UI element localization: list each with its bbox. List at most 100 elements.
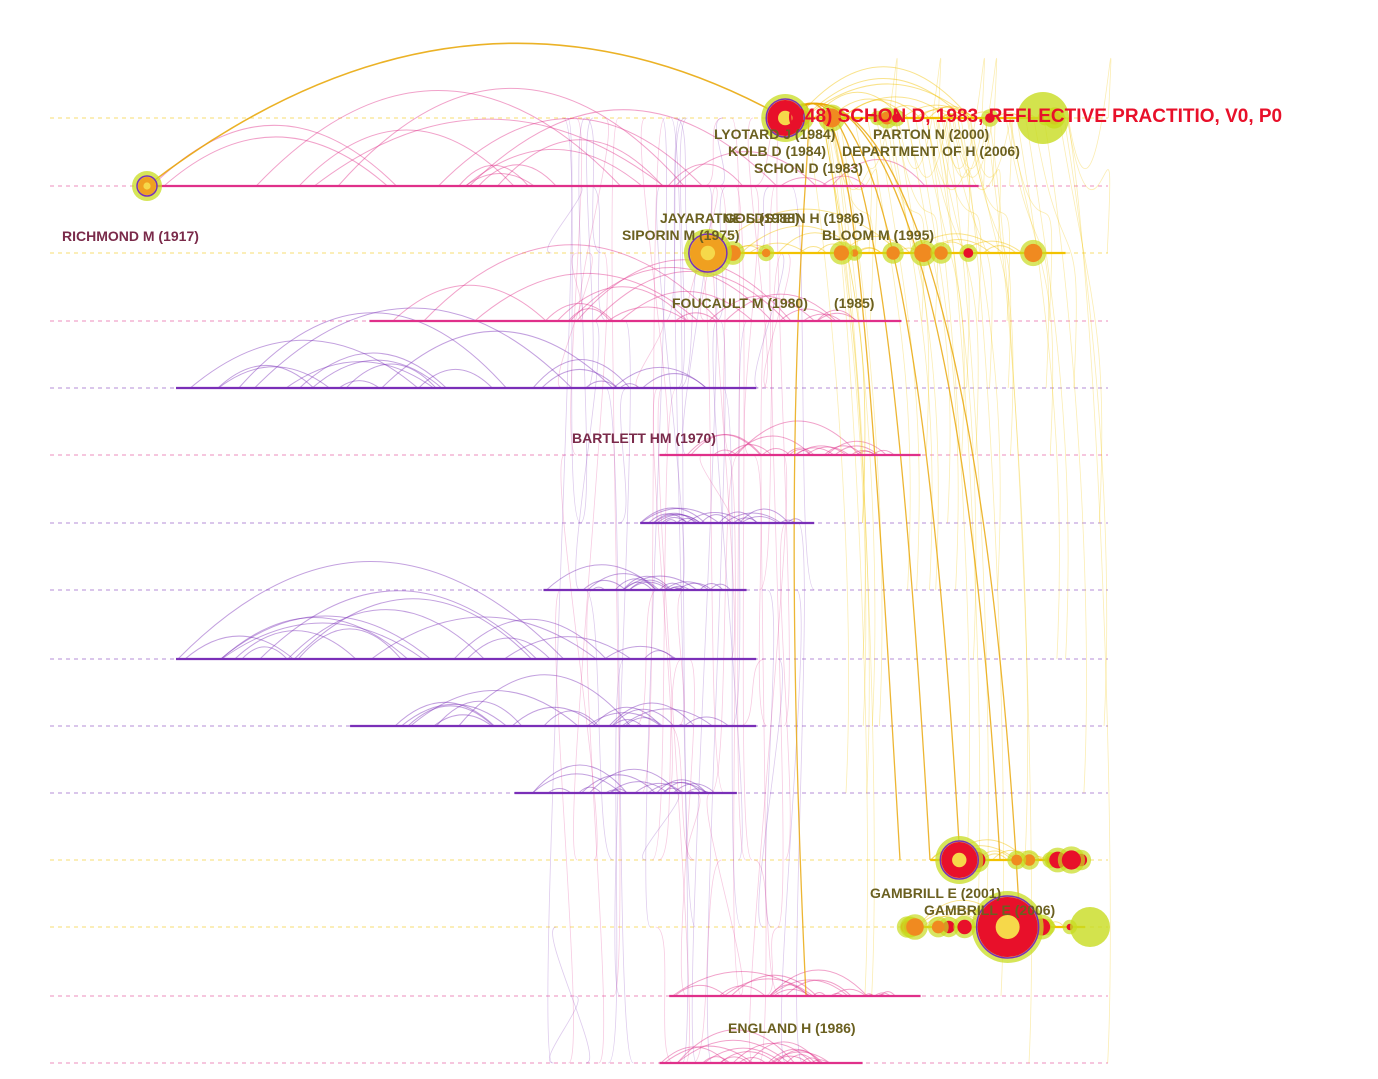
intra-arc [770, 1051, 831, 1064]
inter-link [635, 320, 664, 389]
label-gambrill-e[interactable]: GAMBRILL E (2001) [870, 885, 1001, 901]
node-core [1023, 854, 1036, 866]
intra-arc [710, 208, 901, 254]
intra-arc [719, 1056, 749, 1064]
main-arc [146, 42, 786, 187]
intra-arc [801, 1057, 821, 1064]
inter-link [906, 116, 950, 187]
label-lyotard[interactable]: LYOTARD J (1984) [714, 126, 835, 142]
inter-link [765, 589, 775, 928]
intra-arc [259, 590, 537, 660]
intra-arc [787, 518, 804, 524]
inter-link [1043, 117, 1087, 794]
inter-link [706, 792, 744, 997]
intra-arc [255, 90, 621, 187]
intra-arc [619, 383, 640, 389]
inter-link [984, 117, 1029, 861]
intra-arc [474, 273, 699, 322]
inter-link [607, 658, 625, 1064]
node-core [1024, 243, 1043, 263]
intra-arc [831, 159, 926, 187]
intra-arc [719, 1051, 777, 1064]
inter-link [790, 185, 816, 591]
inter-link [1033, 117, 1077, 389]
inter-link [686, 792, 701, 861]
inter-link [1016, 117, 1060, 660]
label-schon-1985[interactable]: (1985) [834, 295, 874, 311]
inter-link [1058, 117, 1103, 524]
intra-arc [392, 284, 547, 322]
key-node-center-4 [995, 915, 1020, 939]
label-richmond[interactable]: RICHMOND M (1917) [62, 228, 199, 244]
intra-arc [733, 435, 812, 456]
label-department[interactable]: DEPARTMENT OF H (2006) [842, 143, 1020, 159]
intra-arc [713, 449, 737, 456]
label-goldstein[interactable]: GOLDSTEIN H (1986) [724, 210, 864, 226]
label-siporin[interactable]: SIPORIN M (1975) [622, 227, 739, 243]
label-bartlett[interactable]: BARTLETT HM (1970) [572, 430, 716, 446]
intra-arc [394, 701, 495, 727]
intra-arc [287, 609, 485, 660]
intra-arc [659, 582, 686, 591]
intra-arc [607, 306, 688, 322]
inter-link [780, 522, 791, 861]
intra-arc [623, 581, 653, 591]
inter-link [573, 252, 608, 861]
intra-arc [816, 312, 858, 322]
intra-arc [639, 507, 706, 524]
label-jayaratne[interactable]: JAYARATNE S (1988) [660, 210, 800, 226]
intra-arc [628, 579, 671, 591]
intra-arc [478, 164, 557, 187]
intra-arc [556, 286, 688, 322]
intra-arc [668, 585, 691, 591]
label-england[interactable]: ENGLAND H (1986) [728, 1020, 856, 1036]
inter-link [1025, 117, 1069, 660]
intra-arc [647, 782, 708, 794]
node-core [833, 245, 850, 261]
inter-link [749, 454, 788, 1064]
intra-arc [802, 313, 842, 322]
intra-arc [465, 173, 535, 187]
label-parton[interactable]: PARTON N (2000) [873, 126, 989, 142]
label-schon[interactable]: SCHON D (1983) [754, 160, 863, 176]
inter-link [921, 117, 965, 456]
intra-arc [541, 368, 618, 389]
intra-arc [674, 151, 817, 187]
intra-arc [656, 514, 701, 524]
inter-link [1066, 117, 1111, 254]
intra-arc [469, 109, 778, 187]
intra-arc [901, 104, 971, 119]
inter-link [926, 117, 971, 861]
intra-arc [785, 447, 815, 456]
intra-arc [676, 517, 698, 524]
intra-arc [739, 508, 789, 524]
intra-arc [761, 448, 791, 456]
label-gambrill-2006[interactable]: GAMBRILL E (2006) [924, 902, 1055, 918]
intra-arc [832, 988, 867, 997]
inter-link [831, 117, 875, 997]
inter-link [575, 320, 600, 591]
intra-arc [662, 787, 682, 794]
label-bloom[interactable]: BLOOM M (1995) [822, 227, 934, 243]
label-schon-1983-highlight[interactable]: (248) SCHON D, 1983, REFLECTIVE PRACTITI… [788, 106, 1282, 127]
label-foucault[interactable]: FOUCAULT M (1980) [672, 295, 808, 311]
key-node-center-0 [143, 182, 151, 190]
intra-arc [643, 650, 674, 660]
inter-link [969, 116, 1013, 187]
node-core [963, 248, 974, 258]
inter-link [680, 658, 695, 997]
label-kolb[interactable]: KOLB D (1984) [728, 143, 826, 159]
inter-link [889, 117, 933, 591]
intra-arc [504, 636, 632, 660]
intra-arc [345, 363, 437, 389]
intra-arc [298, 129, 515, 187]
intra-arc [543, 710, 599, 727]
key-node-center-1 [778, 110, 793, 126]
intra-arc [438, 118, 703, 187]
intra-arc [435, 700, 523, 727]
inter-link [758, 658, 783, 928]
inter-link [867, 117, 911, 591]
intra-arc [604, 645, 677, 660]
inter-link [885, 117, 930, 456]
intra-arc [776, 1049, 822, 1064]
